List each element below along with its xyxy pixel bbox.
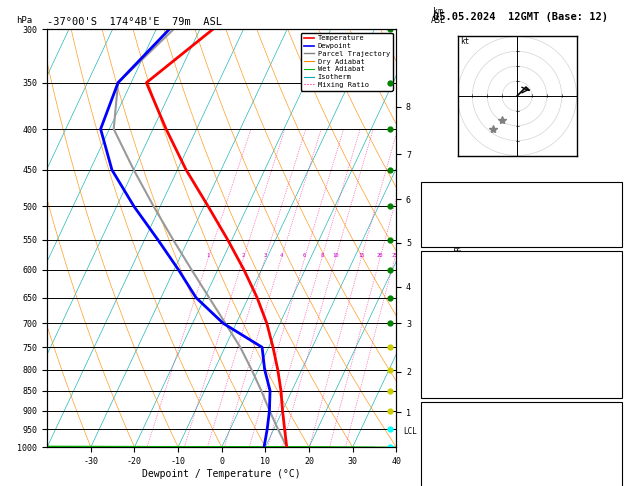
Text: Dewp (°C): Dewp (°C) — [425, 299, 474, 308]
Text: 25: 25 — [392, 253, 398, 258]
Text: 0: 0 — [613, 360, 618, 369]
Text: 3: 3 — [264, 253, 267, 258]
Text: Pressure (mb): Pressure (mb) — [425, 429, 495, 438]
Text: Lifted Index: Lifted Index — [425, 470, 489, 479]
Text: 4: 4 — [280, 253, 283, 258]
Bar — [421, 251, 623, 398]
Text: 3: 3 — [613, 340, 618, 348]
Text: PW (cm): PW (cm) — [425, 230, 463, 239]
Text: Most Unstable: Most Unstable — [486, 409, 555, 417]
Text: 20: 20 — [377, 253, 383, 258]
Text: Temp (°C): Temp (°C) — [425, 278, 474, 287]
Text: kt: kt — [460, 37, 470, 46]
X-axis label: Dewpoint / Temperature (°C): Dewpoint / Temperature (°C) — [142, 469, 301, 479]
Text: km
ASL: km ASL — [431, 7, 446, 25]
Text: LCL: LCL — [403, 427, 417, 435]
Bar — [421, 402, 623, 486]
Text: © weatheronline.co.uk: © weatheronline.co.uk — [468, 469, 573, 479]
Text: 750: 750 — [602, 429, 618, 438]
Text: 2: 2 — [242, 253, 245, 258]
Text: Surface: Surface — [502, 258, 539, 267]
Text: CIN (J): CIN (J) — [425, 381, 463, 389]
Text: 6: 6 — [303, 253, 306, 258]
Text: 3: 3 — [613, 470, 618, 479]
Text: 9.7: 9.7 — [602, 299, 618, 308]
Text: θₑ (K): θₑ (K) — [425, 450, 457, 458]
Text: 2.3: 2.3 — [602, 230, 618, 239]
Text: -37°00'S  174°4B'E  79m  ASL: -37°00'S 174°4B'E 79m ASL — [47, 17, 222, 27]
Text: K: K — [425, 189, 430, 198]
Text: Totals Totals: Totals Totals — [425, 209, 495, 218]
Text: CAPE (J): CAPE (J) — [425, 360, 468, 369]
Text: θₑ(K): θₑ(K) — [425, 319, 452, 328]
Text: 308: 308 — [602, 319, 618, 328]
Text: 05.05.2024  12GMT (Base: 12): 05.05.2024 12GMT (Base: 12) — [433, 12, 608, 22]
Text: 10: 10 — [332, 253, 339, 258]
Text: Lifted Index: Lifted Index — [425, 340, 489, 348]
Text: 15: 15 — [358, 253, 364, 258]
Text: 27: 27 — [608, 189, 618, 198]
Text: 47: 47 — [608, 209, 618, 218]
Text: hPa: hPa — [16, 16, 32, 25]
Text: 309: 309 — [602, 450, 618, 458]
Legend: Temperature, Dewpoint, Parcel Trajectory, Dry Adiabat, Wet Adiabat, Isotherm, Mi: Temperature, Dewpoint, Parcel Trajectory… — [301, 33, 392, 90]
Text: Mixing Ratio (g/kg): Mixing Ratio (g/kg) — [455, 191, 464, 286]
Text: 14.9: 14.9 — [597, 278, 618, 287]
Text: 1: 1 — [207, 253, 210, 258]
Text: 8: 8 — [320, 253, 323, 258]
Bar — [421, 182, 623, 247]
Text: 0: 0 — [613, 381, 618, 389]
